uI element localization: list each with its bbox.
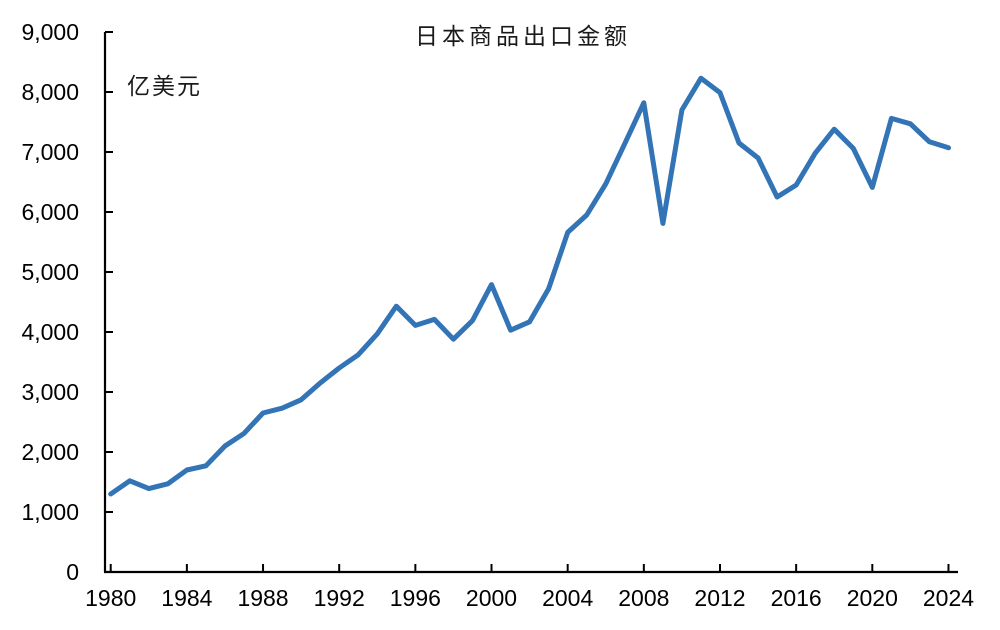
chart-title: 日本商品出口金额 bbox=[415, 24, 631, 49]
export-line-series bbox=[108, 75, 951, 497]
y-tick-label: 6,000 bbox=[21, 199, 79, 225]
x-tick-label: 2016 bbox=[771, 585, 822, 611]
x-tick-label: 2012 bbox=[694, 585, 745, 611]
x-tick-label: 1996 bbox=[390, 585, 441, 611]
x-tick-label: 2024 bbox=[923, 585, 974, 611]
y-tick-label: 9,000 bbox=[21, 19, 79, 45]
export-value-line bbox=[108, 75, 951, 497]
x-tick-label: 1980 bbox=[85, 585, 136, 611]
y-tick-label: 4,000 bbox=[21, 319, 79, 345]
axes bbox=[103, 31, 958, 574]
y-tick-label: 1,000 bbox=[21, 499, 79, 525]
tick-labels: 1980 1984 1988 1992 1996 2000 2004 2008 2012 2016… bbox=[21, 19, 974, 611]
y-tick-label: 7,000 bbox=[21, 139, 79, 165]
x-tick-label: 1984 bbox=[161, 585, 212, 611]
x-tick-label: 2004 bbox=[542, 585, 593, 611]
y-axis-unit-label: 亿美元 bbox=[127, 74, 202, 99]
y-tick-label: 2,000 bbox=[21, 439, 79, 465]
y-tick-label: 0 bbox=[66, 559, 79, 585]
y-tick-label: 8,000 bbox=[21, 79, 79, 105]
x-tick-label: 2020 bbox=[847, 585, 898, 611]
y-tick-label: 3,000 bbox=[21, 379, 79, 405]
y-tick-label: 5,000 bbox=[21, 259, 79, 285]
x-tick-label: 1992 bbox=[314, 585, 365, 611]
x-tick-label: 2000 bbox=[466, 585, 517, 611]
x-tick-label: 1988 bbox=[237, 585, 288, 611]
x-tick-label: 2008 bbox=[618, 585, 669, 611]
